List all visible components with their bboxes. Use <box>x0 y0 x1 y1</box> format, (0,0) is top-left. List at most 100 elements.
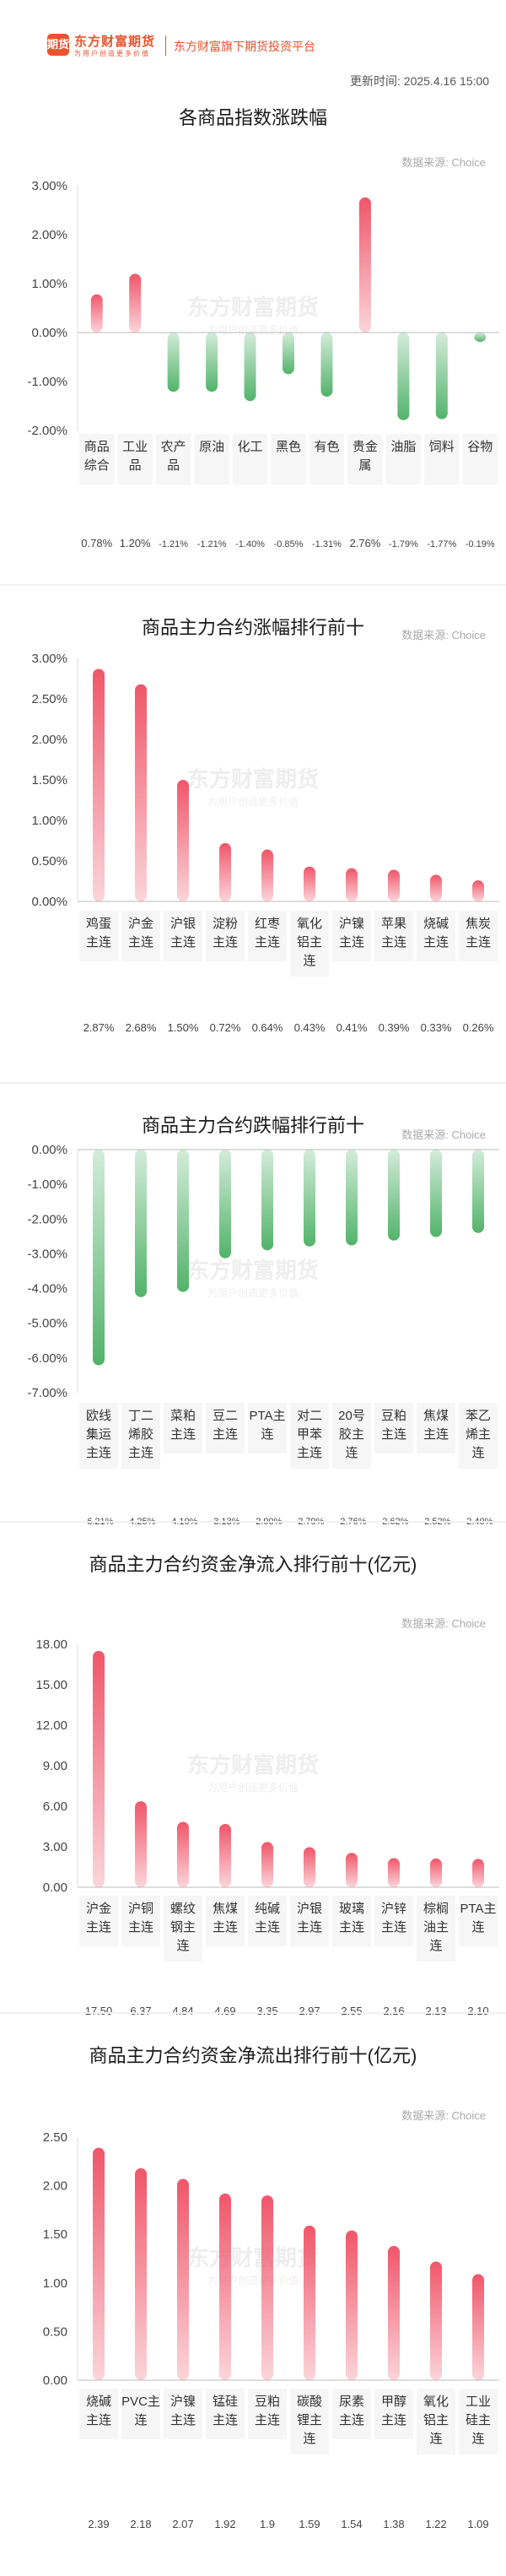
category-label: 焦煤主连 <box>213 1902 238 1935</box>
value-label: 0.43% <box>294 1021 326 1034</box>
category-label: 沪锌主连 <box>381 1902 406 1935</box>
value-label: 0.39% <box>379 1021 410 1034</box>
category-label-bg <box>374 1896 413 1946</box>
bar <box>472 1859 484 1887</box>
category-label-bg <box>79 434 115 484</box>
category-label: 棕榈油主连 <box>423 1902 449 1953</box>
y-tick-label: 0.00% <box>31 326 67 340</box>
category-label-bg <box>79 911 118 961</box>
category-label: 烧碱主连 <box>86 2395 111 2427</box>
category-label-bg <box>290 1403 329 1469</box>
category-label-bg <box>164 1896 202 1962</box>
bar <box>129 273 142 333</box>
chart-title: 商品主力合约资金净流入排行前十(亿元) <box>89 1554 417 1575</box>
value-label: 1.50% <box>168 1021 199 1034</box>
chart-title: 各商品指数涨跌幅 <box>178 107 327 128</box>
brand-logo-icon: 期货 <box>47 34 69 56</box>
value-label: 17.50 <box>85 2005 113 2017</box>
category-label-bg <box>117 434 153 484</box>
category-label: 红枣主连 <box>255 917 280 950</box>
value-label: 2.55 <box>341 2005 362 2017</box>
watermark-text: 东方财富期货 <box>187 1258 319 1283</box>
y-tick-label: 9.00 <box>43 1759 67 1773</box>
category-label-bg <box>164 2389 202 2439</box>
y-tick-label: 1.00 <box>43 2276 67 2291</box>
category-label: 20号胶主连 <box>338 1409 365 1460</box>
category-label-bg <box>248 1896 287 1946</box>
category-label: 甲醇主连 <box>381 2395 406 2427</box>
page-header: 期货 东方财富期货 为用户创造更多价值 东方财富旗下期货投资平台 更新时间: 2… <box>0 0 506 95</box>
bar <box>304 866 315 901</box>
value-label: 1.9 <box>260 2518 275 2530</box>
y-tick-label: 3.00 <box>43 1840 67 1854</box>
category-label: 黑色 <box>276 440 301 454</box>
value-label: 1.09 <box>467 2518 488 2530</box>
y-tick-label: 0.00 <box>43 2373 67 2388</box>
category-label: 丁二烯胶主连 <box>128 1409 153 1460</box>
value-label: 2.13 <box>425 2005 446 2017</box>
value-label: 1.20% <box>120 537 151 549</box>
bar <box>397 333 410 420</box>
data-source-label: 数据来源: Choice <box>401 1128 486 1141</box>
y-tick-label: 2.00% <box>31 228 67 242</box>
category-label-bg <box>462 434 498 484</box>
category-label-bg <box>290 2389 329 2454</box>
y-tick-label: 6.00 <box>43 1799 67 1814</box>
value-label: -1.31% <box>312 539 342 549</box>
bar <box>346 2230 358 2380</box>
category-label-bg <box>248 1403 287 1453</box>
value-label: 2.87% <box>83 1021 115 1034</box>
watermark-text: 东方财富期货 <box>187 1752 319 1778</box>
category-label-bg <box>332 1896 371 1946</box>
bar <box>430 1858 442 1887</box>
category-label: 谷物 <box>467 440 493 454</box>
category-label: PVC主连 <box>121 2395 160 2427</box>
y-tick-label: 2.00% <box>31 733 67 747</box>
category-label-bg <box>417 911 455 961</box>
category-label: PTA主连 <box>460 1902 496 1935</box>
category-label: 沪铜主连 <box>128 1902 153 1935</box>
bar <box>93 668 105 901</box>
y-tick-label: -1.00% <box>27 1177 67 1192</box>
category-label-bg <box>459 1896 498 1946</box>
category-label: 商品综合 <box>84 440 110 473</box>
category-label: 贵金属 <box>353 440 378 473</box>
update-time: 更新时间: 2025.4.16 15:00 <box>350 74 489 88</box>
category-label: 纯碱主连 <box>255 1902 280 1935</box>
value-label: 2.18 <box>130 2518 151 2530</box>
y-tick-label: 1.50% <box>31 773 67 787</box>
category-label: 工业品 <box>122 440 148 473</box>
bar <box>219 1823 231 1887</box>
category-label: 沪银主连 <box>297 1902 322 1935</box>
value-label: 2.10 <box>467 2005 488 2017</box>
value-label: 0.72% <box>210 1021 241 1034</box>
bar <box>167 333 180 392</box>
bar <box>320 333 333 397</box>
value-label: 2.97 <box>299 2005 320 2017</box>
watermark-slogan: 为用户创造更多价值 <box>207 1286 299 1299</box>
y-tick-label: 15.00 <box>35 1678 67 1692</box>
bar <box>358 197 371 333</box>
y-tick-label: 0.00% <box>31 895 67 909</box>
bar <box>90 294 103 333</box>
bar <box>93 2147 105 2380</box>
bar <box>177 780 189 901</box>
value-label: 1.22 <box>425 2518 446 2530</box>
category-label: 氧化铝主连 <box>297 917 322 968</box>
category-label-bg <box>248 911 287 961</box>
chart-title: 商品主力合约跌幅排行前十 <box>141 1115 364 1136</box>
category-label-bg <box>232 434 268 484</box>
value-label: -0.85% <box>274 539 304 549</box>
y-tick-label: 1.00% <box>31 814 67 828</box>
section-divider <box>0 1082 506 1084</box>
bar <box>430 874 442 901</box>
category-label-bg <box>459 911 498 961</box>
bar <box>135 684 147 901</box>
category-label: 锰硅主连 <box>213 2395 238 2427</box>
y-tick-label: 2.00 <box>43 2179 67 2194</box>
value-label: 1.59 <box>299 2518 320 2530</box>
category-label-bg <box>121 2389 160 2439</box>
category-label-bg <box>79 1896 118 1946</box>
